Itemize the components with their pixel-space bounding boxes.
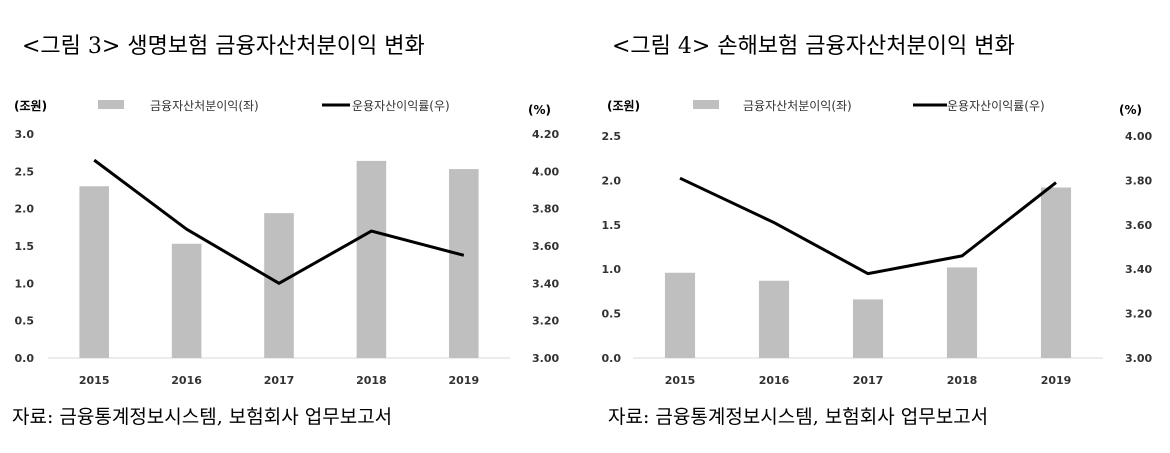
x-tick-label: 2018 [356, 374, 387, 387]
bar-2019 [1040, 187, 1072, 358]
y-right-tick-label: 3.40 [1125, 263, 1152, 276]
bar-2019 [449, 169, 479, 358]
y-right-tick-label: 3.40 [532, 277, 559, 290]
bar-2015 [79, 186, 109, 358]
y-left-tick-label: 0.0 [602, 352, 622, 365]
y-left-axis-label: (조원) [14, 99, 47, 113]
y-left-tick-label: 0.5 [15, 315, 35, 328]
y-left-tick-label: 3.0 [15, 128, 35, 141]
bar-2017 [852, 299, 884, 358]
x-tick-label: 2015 [665, 374, 696, 387]
x-tick-label: 2018 [947, 374, 978, 387]
y-right-tick-label: 3.80 [532, 203, 559, 216]
y-left-tick-label: 2.5 [15, 165, 35, 178]
figure-4-chart: (조원) (%) 금융자산처분이익(좌) 운용자산이익률(우) 0.0 0.5 1.0 1.5… [602, 99, 1153, 387]
yield-line [93, 158, 465, 285]
legend-line-label: 운용자산이익률(우) [947, 99, 1045, 113]
legend-bar-swatch [693, 100, 719, 109]
figure-4-source: 자료: 금융통계정보시스템, 보험회사 업무보고서 [608, 406, 989, 428]
y-left-tick-label: 1.0 [602, 263, 622, 276]
y-left-tick-label: 1.5 [602, 219, 622, 232]
legend-line-label: 운용자산이익률(우) [352, 99, 450, 113]
legend-bar-label: 금융자산처분이익(좌) [150, 99, 259, 113]
x-tick-label: 2016 [759, 374, 790, 387]
bar-2018 [356, 160, 387, 358]
figure-4-title: <그림 4> 손해보험 금융자산처분이익 변화 [612, 34, 1015, 59]
figure-3-title: <그림 3> 생명보험 금융자산처분이익 변화 [22, 34, 425, 59]
y-left-tick-label: 2.5 [602, 130, 622, 143]
y-right-tick-label: 4.00 [532, 165, 559, 178]
figure-3-source: 자료: 금융통계정보시스템, 보험회사 업무보고서 [12, 406, 393, 428]
y-left-tick-label: 1.5 [15, 240, 35, 253]
x-tick-label: 2019 [448, 374, 479, 387]
figure-3-chart: (조원) (%) 금융자산처분이익(좌) 운용자산이익률(우) 0.0 0.5 1.0 1.5… [14, 99, 559, 387]
x-tick-label: 2017 [853, 374, 884, 387]
y-right-axis-label: (%) [1119, 103, 1142, 117]
y-left-tick-label: 0.5 [602, 308, 622, 321]
y-left-tick-label: 1.0 [15, 277, 35, 290]
y-right-axis-label: (%) [528, 103, 551, 117]
y-left-tick-label: 2.0 [602, 174, 622, 187]
y-left-axis-label: (조원) [607, 99, 640, 113]
x-tick-label: 2017 [264, 374, 295, 387]
y-right-tick-label: 3.20 [532, 315, 559, 328]
bar-2016 [171, 243, 202, 358]
y-right-tick-label: 4.20 [532, 128, 559, 141]
x-tick-label: 2015 [79, 374, 110, 387]
y-right-tick-label: 3.60 [1125, 219, 1152, 232]
y-right-tick-label: 3.80 [1125, 174, 1152, 187]
x-tick-label: 2016 [171, 374, 202, 387]
y-left-tick-label: 2.0 [15, 203, 35, 216]
yield-line [679, 176, 1057, 276]
legend-bar-label: 금융자산처분이익(좌) [743, 99, 852, 113]
bar-2015 [664, 272, 696, 358]
y-left-tick-label: 0.0 [15, 352, 35, 365]
y-right-tick-label: 4.00 [1125, 130, 1152, 143]
bar-2017 [264, 213, 294, 358]
bar-2016 [758, 280, 790, 358]
y-right-tick-label: 3.20 [1125, 308, 1152, 321]
y-right-tick-label: 3.00 [532, 352, 559, 365]
y-right-tick-label: 3.60 [532, 240, 559, 253]
y-right-tick-label: 3.00 [1125, 352, 1152, 365]
x-tick-label: 2019 [1041, 374, 1072, 387]
bar-2018 [946, 267, 978, 358]
legend-bar-swatch [98, 100, 124, 109]
